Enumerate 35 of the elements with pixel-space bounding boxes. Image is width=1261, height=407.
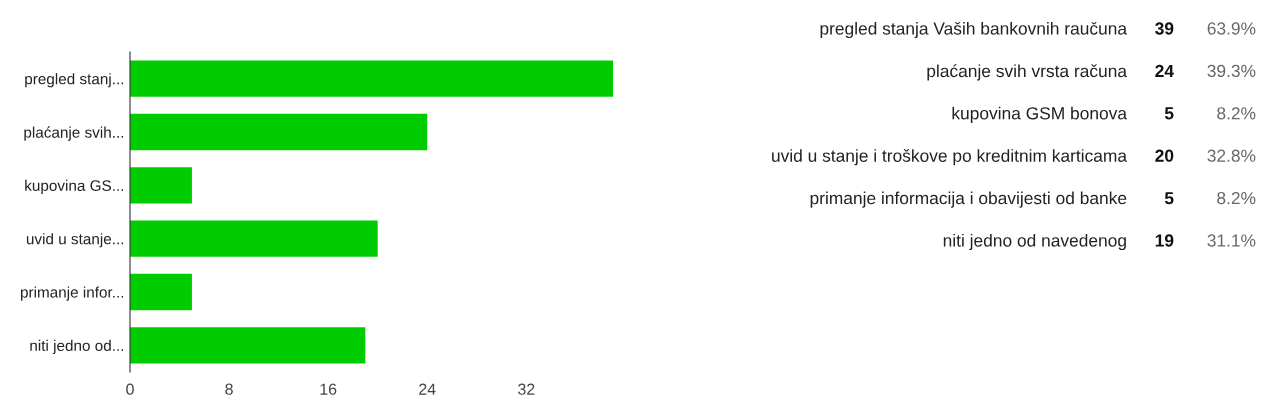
y-tick-label: pregled stanj... <box>25 73 124 88</box>
text: 8.2% <box>1217 107 1256 120</box>
text: kupovina GSM bonova <box>952 106 1128 123</box>
text: pregled stanja Vaših bankovnih raučuna <box>820 21 1128 39</box>
bar <box>130 273 192 311</box>
text: 5 <box>1164 107 1174 120</box>
text: 5 <box>1164 192 1174 205</box>
x-tick-label: 8 <box>225 383 233 395</box>
x-tick-label: 16 <box>320 383 337 395</box>
text: 39.3% <box>1207 64 1256 78</box>
x-tick-label: 0 <box>126 383 134 395</box>
text: 19 <box>1155 234 1174 247</box>
y-tick-label: niti jedno od... <box>30 339 124 355</box>
text: 63.9% <box>1207 22 1256 35</box>
text: 32.8% <box>1207 149 1256 162</box>
bar <box>130 167 192 204</box>
text: 20 <box>1155 149 1174 162</box>
text: 39 <box>1155 22 1174 35</box>
y-tick-label: uvid u stanje... <box>26 233 124 248</box>
x-tick-label: 24 <box>419 383 436 395</box>
y-tick-label: primanje infor... <box>20 286 124 301</box>
bar <box>130 60 613 97</box>
text: primanje informacija i obavijesti od banke <box>810 191 1127 208</box>
bar <box>130 220 378 257</box>
text: 31.1% <box>1207 234 1256 247</box>
text: niti jedno od navedenog <box>943 233 1126 251</box>
y-tick-label: kupovina GS... <box>25 179 124 195</box>
text: 8.2% <box>1217 191 1256 205</box>
bar <box>130 113 428 151</box>
y-tick-label: plaćanje svih... <box>24 126 124 141</box>
text: plaćanje svih vrsta računa <box>927 64 1128 81</box>
x-tick-label: 32 <box>518 383 535 395</box>
text: uvid u stanje i troškove po kreditnim karticama <box>772 149 1128 166</box>
bar <box>130 327 366 364</box>
text: 24 <box>1155 64 1174 77</box>
